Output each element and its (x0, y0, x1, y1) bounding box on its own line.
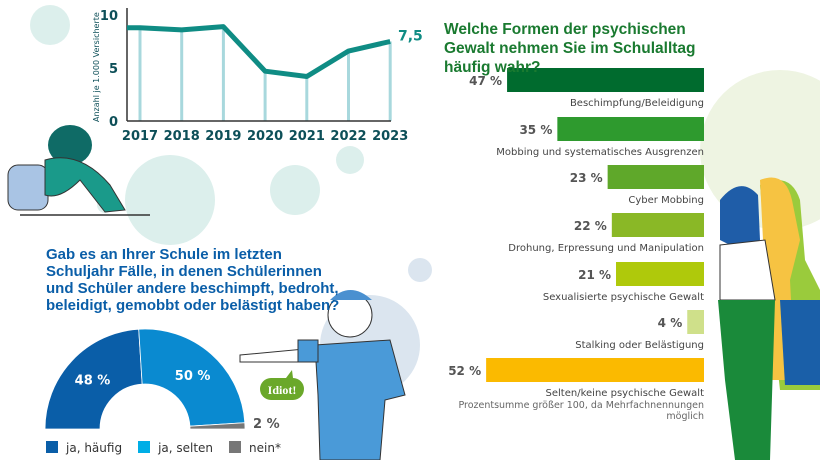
end-value-label: 7,5 (398, 29, 423, 45)
legend-swatch (138, 441, 151, 453)
x-tick-label: 2020 (247, 129, 283, 144)
bar-category-label: Sexualisierte psychische Gewalt (543, 292, 704, 303)
bar-category-label: Stalking oder Belästigung (575, 340, 704, 351)
line-chart: 2017 2018 2019 2020 2021 2022 2023 0 5 10 7,5 Anzah… (92, 8, 423, 144)
donut-chart-title: Gab es an Ihrer Schule im letzten Schulj… (46, 246, 340, 314)
bar-category-label: Cyber Mobbing (628, 195, 704, 206)
bar-value-label: 4 % (658, 316, 683, 330)
bar-value-label: 22 % (574, 219, 607, 233)
legend-item-ja-haeufig: ja, häufig (46, 441, 122, 455)
legend-label: nein* (249, 441, 281, 455)
bar-chart: 47 % Beschimpfung/Beleidigung 35 % Mobbing … (448, 68, 704, 399)
legend-swatch (46, 441, 58, 453)
bar (607, 165, 704, 189)
bar-category-label: Selten/keine psychische Gewalt (546, 388, 705, 399)
y-tick-label: 0 (109, 115, 118, 130)
legend-swatch (229, 441, 242, 453)
bar (557, 117, 704, 141)
legend-label: ja, häufig (66, 441, 123, 455)
speech-bubble (260, 378, 304, 400)
x-tick-label: 2017 (122, 129, 158, 144)
bar-value-label: 23 % (570, 171, 603, 185)
speech-bubble-text: Idiot! (268, 383, 297, 397)
legend-label: ja, selten (158, 441, 214, 455)
donut-segment (138, 328, 246, 427)
y-tick-label: 5 (109, 62, 118, 77)
x-tick-label: 2021 (289, 129, 325, 144)
donut-legend: ja, häufig ja, selten nein* (46, 441, 281, 455)
x-tick-label: 2022 (330, 129, 366, 144)
donut-segment (189, 422, 246, 430)
bar-value-label: 47 % (469, 74, 502, 88)
bar (611, 213, 704, 237)
x-tick-label: 2018 (164, 129, 200, 144)
segment-value-label: 2 % (253, 417, 280, 432)
legend-item-ja-selten: ja, selten (138, 441, 213, 455)
y-tick-label: 10 (100, 9, 118, 24)
bar-value-label: 35 % (519, 123, 552, 137)
segment-value-label: 50 % (175, 369, 211, 384)
bar-category-label: Mobbing und systematisches Ausgrenzen (496, 147, 704, 158)
pointing-boy-illustration: Idiot! (239, 290, 406, 460)
bar-value-label: 21 % (578, 268, 611, 282)
bar-chart-title: Welche Formen der psychischen Gewalt neh… (444, 21, 696, 76)
bar-value-label: 52 % (448, 364, 481, 378)
bar-category-label: Beschimpfung/Beleidigung (570, 98, 704, 109)
legend-item-nein: nein* (229, 441, 281, 455)
bar (616, 262, 704, 286)
bar (507, 68, 704, 92)
bar (687, 310, 704, 334)
bar-category-label: Drohung, Erpressung und Manipulation (508, 243, 704, 254)
x-tick-label: 2023 (372, 129, 408, 144)
girls-illustration (718, 177, 820, 460)
segment-value-label: 48 % (75, 374, 111, 389)
bar (486, 358, 704, 382)
x-tick-label: 2019 (205, 129, 241, 144)
sad-student-illustration (7, 125, 150, 216)
donut-segment (44, 328, 143, 430)
y-axis-label: Anzahl je 1.000 Versicherte (92, 12, 101, 122)
bar-chart-note: Prozentsumme größer 100, da Mehrfachnenn… (458, 400, 704, 422)
data-line (127, 24, 391, 79)
donut-chart: 48 % 50 % 2 % (44, 328, 280, 432)
